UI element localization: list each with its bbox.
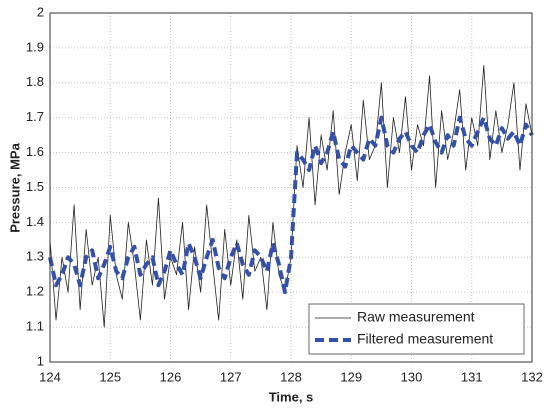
legend-label: Raw measurement bbox=[357, 309, 475, 325]
x-axis-label: Time, s bbox=[269, 389, 314, 404]
y-tick-label: 1.4 bbox=[26, 214, 44, 229]
y-tick-label: 1.1 bbox=[26, 319, 44, 334]
legend-box bbox=[308, 303, 525, 355]
x-tick-label: 130 bbox=[401, 369, 423, 384]
x-tick-label: 127 bbox=[220, 369, 242, 384]
y-tick-label: 1.6 bbox=[26, 144, 44, 159]
plot-frame bbox=[49, 12, 533, 363]
x-tick-label: 126 bbox=[160, 369, 182, 384]
y-axis-label: Pressure, MPa bbox=[7, 142, 22, 232]
x-tick-label: 131 bbox=[461, 369, 483, 384]
legend-label: Filtered measurement bbox=[357, 331, 493, 347]
x-tick-label: 125 bbox=[99, 369, 121, 384]
y-tick-label: 1.5 bbox=[26, 179, 44, 194]
y-tick-label: 1 bbox=[37, 353, 44, 368]
y-tick-label: 2 bbox=[37, 4, 44, 19]
series-line bbox=[48, 115, 534, 295]
x-tick-label: 132 bbox=[521, 369, 543, 384]
x-tick-label: 129 bbox=[340, 369, 362, 384]
y-tick-label: 1.8 bbox=[26, 74, 44, 89]
y-tick-label: 1.9 bbox=[26, 39, 44, 54]
y-tick-label: 1.7 bbox=[26, 109, 44, 124]
x-tick-label: 124 bbox=[39, 369, 61, 384]
x-tick-label: 128 bbox=[280, 369, 302, 384]
y-tick-label: 1.2 bbox=[26, 284, 44, 299]
legend: Raw measurement Filtered measurement bbox=[308, 303, 525, 355]
y-tick-label: 1.3 bbox=[26, 249, 44, 264]
